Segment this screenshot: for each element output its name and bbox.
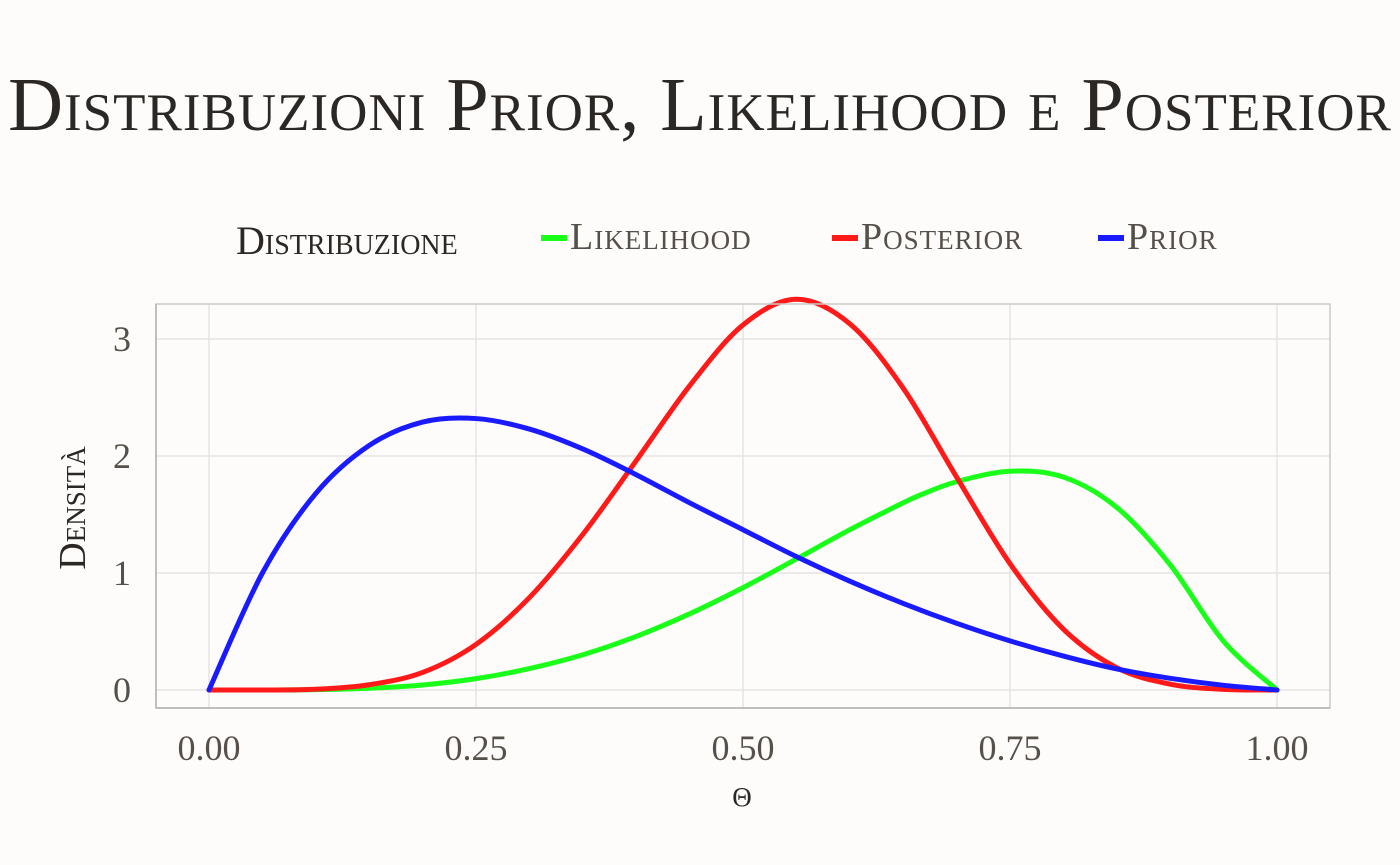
series-line-prior — [206, 415, 1280, 693]
x-tick-label: 0.75 — [979, 728, 1042, 768]
legend-label-posterior: Posterior — [861, 216, 1023, 258]
y-tick-label: 2 — [113, 436, 131, 476]
x-tick-label: 1.00 — [1246, 728, 1309, 768]
grid — [156, 304, 1330, 708]
x-tick-label: 0.00 — [178, 728, 241, 768]
chart-title: Distribuzioni Prior, Likelihood e Poster… — [8, 63, 1392, 147]
legend-title: Distribuzione — [236, 218, 458, 263]
legend-label-likelihood: Likelihood — [570, 216, 752, 258]
axes: 0.00 0.25 0.50 0.75 1.00 0 1 2 3 — [113, 304, 1330, 768]
x-axis-title: θ — [732, 773, 752, 815]
x-tick-label: 0.25 — [445, 728, 508, 768]
legend-label-prior: Prior — [1127, 216, 1218, 258]
y-tick-label: 3 — [113, 319, 131, 359]
y-tick-label: 0 — [113, 670, 131, 710]
series-line-likelihood — [206, 468, 1280, 693]
x-tick-label: 0.50 — [712, 728, 775, 768]
series-line-posterior — [206, 296, 1280, 693]
legend: Distribuzione Likelihood Posterior Prior — [236, 216, 1218, 263]
y-tick-label: 1 — [113, 553, 131, 593]
plot-area — [206, 296, 1280, 693]
y-axis-title: Densità — [52, 446, 94, 570]
